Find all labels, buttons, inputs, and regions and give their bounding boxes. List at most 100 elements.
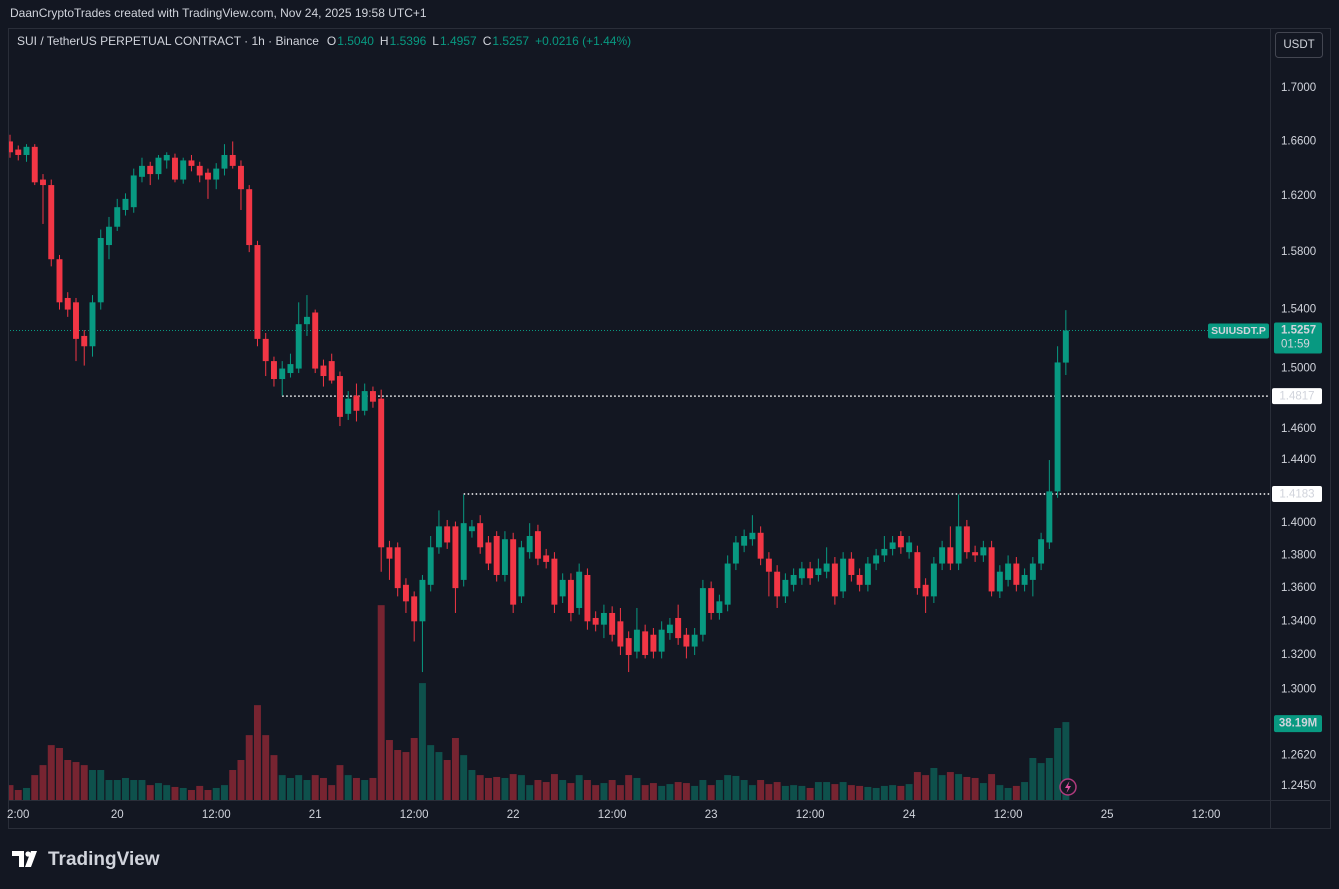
volume-bar [443,760,451,800]
volume-bar [344,775,352,800]
candle-body [320,365,327,377]
candle-body [757,532,764,559]
y-tick-label: 1.4600 [1281,423,1316,435]
volume-bar [971,777,979,800]
volume-bar [14,790,22,800]
candle-body [1029,563,1036,580]
candle-body [303,316,310,325]
volume-bar [856,785,864,800]
brand-name: TradingView [48,849,160,870]
volume-bar [97,770,105,800]
volume-bar [946,772,954,800]
candle-body [444,526,451,543]
candle-body [328,361,335,381]
volume-bar [1062,722,1070,800]
volume-bar [872,787,880,800]
candle-body [848,558,855,575]
candle-body [279,368,286,380]
y-tick-label: 1.5800 [1281,246,1316,258]
candle-body [699,588,706,635]
level-label: 1.4817 [1279,391,1314,403]
candle-body [732,542,739,564]
candle-body [823,563,830,572]
volume-bar [864,786,872,800]
volume-bar [517,775,525,800]
volume-bar [155,783,162,800]
legend-value: 1.5040 [337,34,374,48]
logo-t [12,851,24,867]
volume-bar [559,780,567,800]
legend-key: L [432,34,439,48]
candle-body [741,536,748,546]
volume-bar [839,782,847,800]
legend: SUI / TetherUS PERPETUAL CONTRACT · 1h ·… [17,34,631,48]
candle-body [1046,491,1053,543]
candle-body [831,563,838,597]
volume-bar [179,787,187,800]
volume-bar [699,780,707,800]
candle-body [774,571,781,597]
candle-body [592,617,599,625]
volume-bar [740,780,748,800]
candle-body [1005,563,1012,580]
logo-dot [25,851,31,857]
candle-body [1038,539,1045,564]
volume-bar [245,735,253,800]
volume-bar [402,752,410,800]
volume-bar [105,780,113,800]
x-tick-label: 12:00 [1192,809,1221,821]
y-tick-label: 1.3800 [1281,549,1316,561]
volume-bar [435,752,443,800]
candle-body [815,568,822,575]
volume-bar [724,775,732,800]
logo-v [25,851,37,867]
volume-bar [501,777,509,800]
volume-bar [39,765,47,800]
candle-body [658,629,665,652]
legend-key: H [380,34,389,48]
volume-bar [262,735,270,800]
candle-body [897,536,904,548]
candle-body [386,547,393,559]
currency-box[interactable] [1275,32,1323,58]
candle-body [97,237,104,303]
candle-body [287,364,294,374]
volume-bar [757,780,765,800]
last-price-label: 1.5257 [1281,325,1316,337]
candle-body [790,574,797,585]
volume-bar [31,775,39,800]
candle-body [617,621,624,647]
candle-body [139,165,145,177]
candle-body [1013,563,1020,585]
candle-body [15,149,22,155]
candle-body [518,547,525,597]
candle-body [955,526,962,564]
legend-title: SUI / TetherUS PERPETUAL CONTRACT · 1h ·… [17,34,319,48]
volume-bar [311,775,319,800]
volume-bar [1004,787,1012,800]
volume-bar [196,785,204,800]
volume-bar [122,777,129,800]
x-tick-label: 23 [705,809,718,821]
candle-body [64,297,71,310]
candle-body [295,324,302,369]
volume-bar [493,776,501,800]
volume-bar [394,750,402,800]
candle-body [1054,362,1061,492]
volume-bar [295,775,303,800]
candle-body [213,168,220,180]
candle-body [782,579,789,597]
volume-bar [938,775,946,800]
alert-icon[interactable] [1059,778,1077,796]
brand-logo [12,851,37,867]
y-tick-label: 1.3200 [1281,649,1316,661]
candle-body [633,629,640,652]
candle-body [114,207,121,227]
x-tick-label: 12:00 [796,809,825,821]
candle-body [106,226,112,246]
x-tick-label: 2:00 [7,809,29,821]
candle-body [856,574,863,585]
volume-bar [691,785,699,800]
volume-bar [460,755,468,800]
